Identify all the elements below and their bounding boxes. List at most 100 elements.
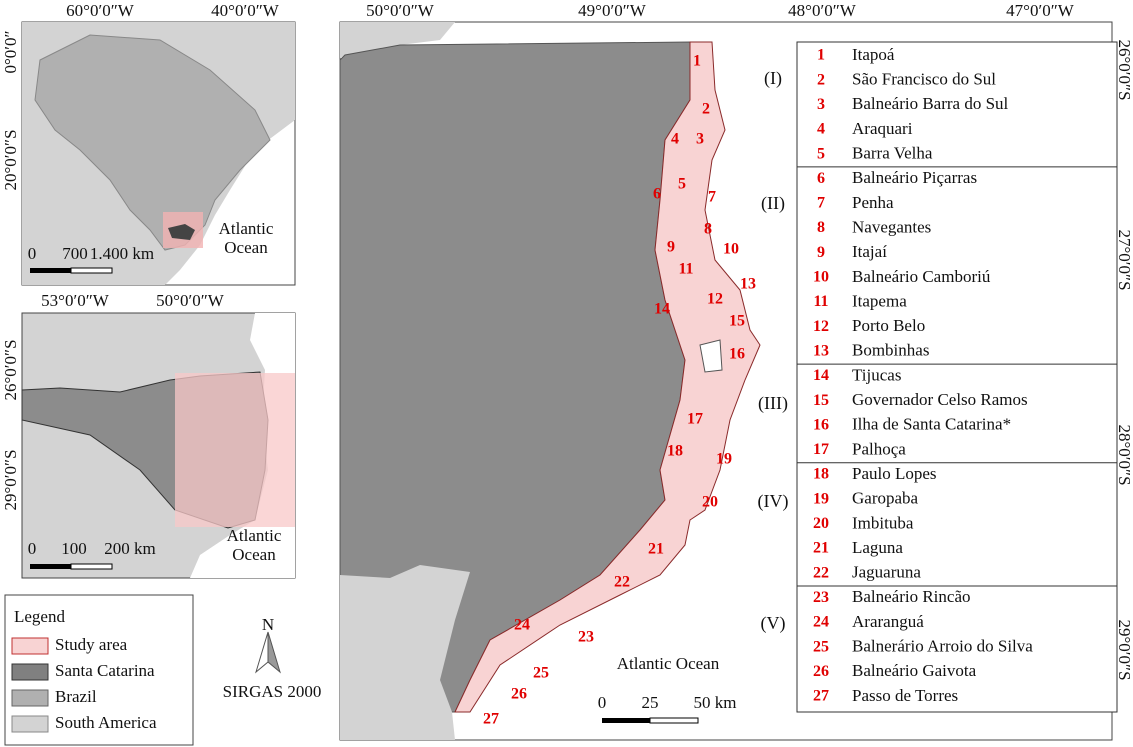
table-number: 21 <box>813 540 829 557</box>
lon-label: 60°0′0″W <box>66 1 135 20</box>
table-name: Laguna <box>852 538 903 557</box>
table-name: Passo de Torres <box>852 686 958 705</box>
table-number: 23 <box>813 589 829 606</box>
map-number: 20 <box>702 494 718 511</box>
table-number: 2 <box>817 71 825 88</box>
map-number: 9 <box>667 239 675 256</box>
inset-brazil <box>21 21 296 286</box>
map-number: 23 <box>578 629 594 646</box>
map-number: 19 <box>716 451 732 468</box>
table-number: 8 <box>817 219 825 236</box>
table-number: 20 <box>813 515 829 532</box>
lat-label: 20°0′0″S <box>1 129 20 190</box>
legend-swatch <box>11 637 49 655</box>
map-number: 13 <box>740 276 756 293</box>
scale-label: 200 km <box>104 539 155 558</box>
table-number: 26 <box>813 663 829 680</box>
map-number: 18 <box>667 443 683 460</box>
table-number: 22 <box>813 564 829 581</box>
map-number: 6 <box>653 186 661 203</box>
table-number: 17 <box>813 441 829 458</box>
table-name: Palhoça <box>852 439 906 458</box>
map-number: 12 <box>707 291 723 308</box>
north-label: N <box>262 615 274 634</box>
map-number: 14 <box>654 301 670 318</box>
table-name: Bombinhas <box>852 341 929 360</box>
table-name: Tijucas <box>852 365 901 384</box>
table-name: Balneário Gaivota <box>852 661 977 680</box>
table-number: 12 <box>813 318 829 335</box>
main-map <box>339 21 1118 741</box>
lat-label: 29°0′0″S <box>1 449 20 510</box>
table-name: Balneário Piçarras <box>852 168 977 187</box>
group-label: (III) <box>758 393 788 414</box>
table-name: Governador Celso Ramos <box>852 390 1028 409</box>
map-number: 15 <box>729 313 745 330</box>
table-name: Barra Velha <box>852 144 933 163</box>
legend-label: Study area <box>55 635 128 654</box>
inset-state <box>21 312 296 579</box>
lat-label: 26°0′0″S <box>1115 39 1133 100</box>
group-label: (II) <box>761 193 785 214</box>
group-label: (V) <box>761 613 786 634</box>
scale-label: 0 <box>28 539 37 558</box>
map-number: 4 <box>671 131 679 148</box>
table-number: 24 <box>813 614 829 631</box>
map-number: 27 <box>483 711 499 728</box>
ocean-label: Atlantic <box>227 526 282 545</box>
table-name: Balneário Camboriú <box>852 267 991 286</box>
table-number: 13 <box>813 342 829 359</box>
legend-swatch <box>11 715 49 733</box>
map-number: 2 <box>702 101 710 118</box>
legend-title: Legend <box>14 607 65 626</box>
lat-label: 28°0′0″S <box>1115 424 1133 485</box>
table-number: 11 <box>813 293 828 310</box>
legend-label: Santa Catarina <box>55 661 155 680</box>
table-number: 14 <box>813 367 829 384</box>
map-number: 21 <box>648 541 664 558</box>
table-name: Penha <box>852 193 894 212</box>
table-number: 7 <box>817 195 825 212</box>
table-number: 10 <box>813 269 829 286</box>
table-name: Itajaí <box>852 242 887 261</box>
lat-label: 26°0′0″S <box>1 339 20 400</box>
table-number: 18 <box>813 466 829 483</box>
table-name: Garopaba <box>852 489 919 508</box>
table-name: Balnerário Arroio do Silva <box>852 637 1033 656</box>
table-number: 15 <box>813 392 829 409</box>
group-label: (IV) <box>758 491 789 512</box>
table-name: Araquari <box>852 119 913 138</box>
table-number: 1 <box>817 47 825 64</box>
table-name: São Francisco do Sul <box>852 70 996 89</box>
scale-label: 50 km <box>694 693 737 712</box>
datum-label: SIRGAS 2000 <box>223 682 322 701</box>
map-number: 3 <box>696 131 704 148</box>
table-name: Paulo Lopes <box>852 464 937 483</box>
lat-label: 27°0′0″S <box>1115 229 1133 290</box>
table-number: 9 <box>817 244 825 261</box>
table-name: Araranguá <box>852 612 924 631</box>
table-name: Porto Belo <box>852 316 925 335</box>
table-name: Jaguaruna <box>852 563 921 582</box>
map-number: 5 <box>678 176 686 193</box>
lon-label: 53°0′0″W <box>41 291 110 310</box>
map-number: 8 <box>704 221 712 238</box>
legend-swatch <box>11 663 49 681</box>
scale-label: 0 <box>598 693 607 712</box>
lon-label: 48°0′0″W <box>788 1 857 20</box>
table-number: 25 <box>813 638 829 655</box>
legend-label: Brazil <box>55 687 97 706</box>
table-name: Itapema <box>852 291 907 310</box>
table-number: 16 <box>813 416 829 433</box>
map-number: 25 <box>533 665 549 682</box>
scale-label: 25 <box>642 693 659 712</box>
table-name: Itapoá <box>852 45 895 64</box>
legend-label: South America <box>55 713 157 732</box>
lon-label: 50°0′0″W <box>366 1 435 20</box>
ocean-label: Atlantic <box>219 219 274 238</box>
map-number: 24 <box>514 617 530 634</box>
map-number: 11 <box>678 261 693 278</box>
map-number: 17 <box>687 411 703 428</box>
scale-label: 1.400 km <box>90 244 154 263</box>
